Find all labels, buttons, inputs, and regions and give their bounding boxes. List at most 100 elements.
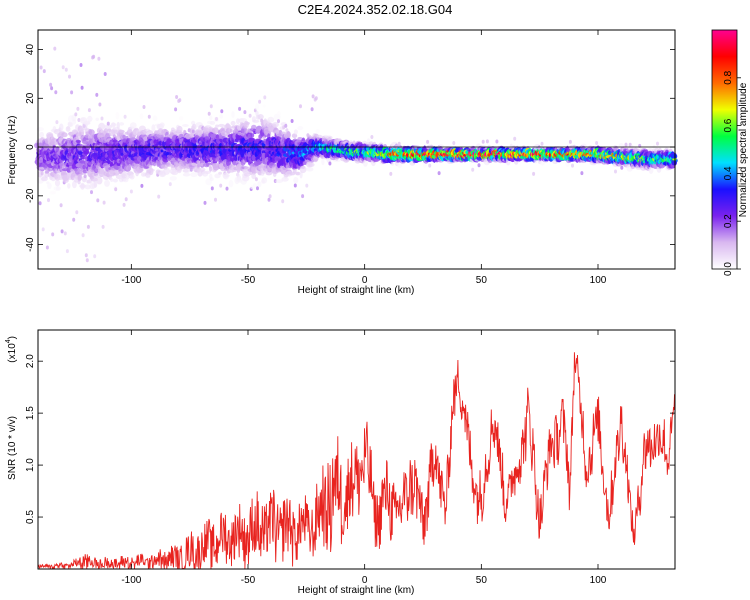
spectrogram-cell xyxy=(250,133,255,138)
spectrogram-cell xyxy=(477,163,481,168)
spectrogram-cell xyxy=(198,129,204,134)
spectrogram-cell xyxy=(110,177,114,182)
spectrogram-cell xyxy=(209,166,213,172)
spectrogram-cell xyxy=(79,63,83,67)
spectrogram-cell xyxy=(147,114,151,119)
spectrogram-cell xyxy=(139,113,144,119)
spectrogram-cell xyxy=(97,56,101,61)
spectrogram-cell xyxy=(72,217,76,222)
spectrogram-cell xyxy=(166,163,171,167)
spectrogram-cell xyxy=(245,121,250,125)
spectrogram-cell xyxy=(55,186,61,191)
spectrogram-cell xyxy=(142,105,146,109)
spectrogram-cell xyxy=(243,110,247,115)
spectrogram-cell xyxy=(84,149,90,155)
spectrogram-cell xyxy=(83,174,87,179)
spectrogram-cell xyxy=(152,115,158,121)
spectrogram-cell xyxy=(277,119,280,124)
spectrogram-cell xyxy=(218,171,223,175)
spectrogram-cell xyxy=(45,245,49,250)
spectrogram-cell xyxy=(95,117,99,122)
spectrogram-cell xyxy=(118,170,123,175)
spectrogram-cell xyxy=(174,107,178,112)
spectrogram-cell xyxy=(80,85,84,90)
spectrogram-cell xyxy=(75,134,82,140)
spectrogram-cell xyxy=(39,131,44,138)
spectrogram-cell xyxy=(568,139,572,144)
spectrogram-cell xyxy=(98,102,102,107)
spectrogram-cell xyxy=(47,182,52,189)
spectrogram-cell xyxy=(257,181,262,188)
spectrogram-cell xyxy=(75,139,82,143)
spectrogram-cell xyxy=(426,139,430,144)
spectrogram-cell xyxy=(481,139,485,144)
spectrogram-cell xyxy=(55,120,59,125)
spectrogram-cell xyxy=(138,168,144,172)
spectrogram-cell xyxy=(67,122,74,127)
spectrogram-cell xyxy=(471,167,475,172)
spectrogram-cell xyxy=(258,99,262,104)
spectrogram-cell xyxy=(301,194,305,199)
spectrogram-cell xyxy=(168,182,172,187)
spectrogram-cell xyxy=(229,128,233,133)
spectrogram-cell xyxy=(485,139,489,144)
spectrogram-cell xyxy=(90,177,99,182)
spectrogram-cell xyxy=(238,106,242,111)
spectrogram-cell xyxy=(65,126,71,132)
spectrogram-cell xyxy=(179,116,184,121)
spectrogram-cell xyxy=(53,46,57,51)
spectrogram-cell xyxy=(54,90,58,95)
spectrogram-cell xyxy=(428,163,432,168)
spectrogram-cell xyxy=(140,183,144,188)
spectrogram-cell xyxy=(452,141,456,145)
spectrogram-cell xyxy=(145,174,151,179)
spectrogram-cell xyxy=(42,69,46,74)
spectrogram-cell xyxy=(123,114,127,119)
spectrogram-cell xyxy=(210,186,214,191)
spectrogram-cell xyxy=(299,165,307,174)
spectrogram-cell xyxy=(328,161,332,166)
spectrogram-cell xyxy=(41,227,45,232)
spectrogram-cell xyxy=(390,161,395,166)
spectrogram-cell xyxy=(102,200,106,205)
spectrogram-cell xyxy=(65,249,69,254)
spectrogram-heatmap xyxy=(34,46,678,263)
spectrogram-cell xyxy=(49,82,53,87)
spectrogram-cell xyxy=(86,116,93,121)
spectrogram-cell xyxy=(84,253,88,258)
spectrogram-cell xyxy=(50,86,54,91)
spectrogram-cell xyxy=(268,194,272,199)
spectrogram-cell xyxy=(148,167,154,176)
spectrogram-cell xyxy=(314,96,318,101)
spectrogram-cell xyxy=(209,115,213,121)
spectrogram-cell xyxy=(277,111,281,117)
spectrogram-cell xyxy=(38,201,42,206)
spectrogram-cell xyxy=(118,129,125,133)
spectrogram-cell xyxy=(252,119,260,123)
spectrogram-cell xyxy=(540,141,544,146)
spectrogram-cell xyxy=(61,65,65,70)
spectrogram-cell xyxy=(267,116,275,123)
spectrogram-cell xyxy=(293,177,299,184)
chart-title: C2E4.2024.352.02.18.G04 xyxy=(298,2,453,17)
spectrogram-cell xyxy=(124,197,128,202)
spectrogram-cell xyxy=(95,92,99,97)
spectrogram-cell xyxy=(178,98,182,103)
spectrogram-cell xyxy=(207,111,211,116)
spectrogram-cell xyxy=(72,180,77,189)
spectrogram-cell xyxy=(262,104,266,108)
spectrogram-cell xyxy=(315,129,320,134)
spectrogram-cell xyxy=(182,124,189,127)
spectrogram-cell xyxy=(93,180,98,188)
spectrogram-cell xyxy=(59,123,64,131)
spectrogram-cell xyxy=(209,104,213,109)
spectrogram-cell xyxy=(104,179,110,187)
spectrogram-cell xyxy=(209,120,216,125)
spectrogram-cell xyxy=(218,123,225,128)
spectrogram-cell xyxy=(306,166,314,172)
spectrogram-cell xyxy=(40,171,44,176)
spectrogram-cell xyxy=(77,180,81,185)
spectrogram-cell xyxy=(67,183,71,189)
spectrogram-cell xyxy=(370,135,374,139)
